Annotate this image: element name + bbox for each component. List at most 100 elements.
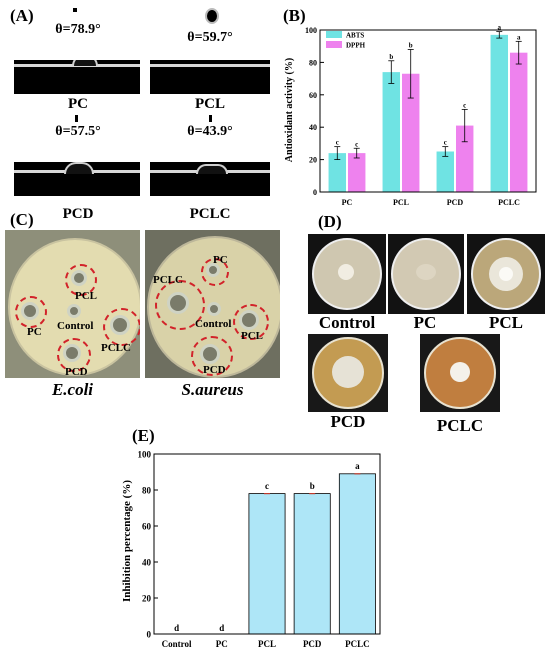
plate-label: Control [318,313,376,332]
bar [293,493,331,635]
dish-label: PCL [241,330,263,342]
bar [382,72,400,192]
sample-label: PC [68,96,88,112]
dish-label: PC [213,254,228,266]
legend-label: DPPH [346,42,366,50]
sample-label: PCD [62,206,94,222]
significance-letter: c [336,139,339,147]
droplet-marker [73,8,77,12]
bar [510,52,528,193]
droplet-image-pcd [14,162,140,196]
legend-swatch [326,41,342,48]
bar [248,493,286,635]
plate-label: PCLC [436,416,484,435]
significance-letter: d [174,623,179,633]
x-tick-label: PC [216,639,228,649]
panel-d-label: (D) [318,212,342,231]
bacteria-label-saureus: S.aureus [181,380,244,399]
inhibition-zone [233,304,269,340]
sample-well [63,344,81,362]
fungal-plate-pclc [420,334,500,412]
fungal-plate-pcl [467,234,545,314]
sample-well [239,310,259,330]
sample-well [206,263,220,277]
panel-a-label: (A) [10,6,34,25]
contact-angle-value: θ=43.9° [187,124,233,139]
sample-label: PCL [195,96,225,112]
y-tick-label: 60 [309,91,317,100]
panel-c-label: (C) [10,210,34,229]
contact-angle-value: θ=57.5° [55,124,101,139]
sample-well [110,315,130,335]
sample-well [67,304,81,318]
inhibition-zone [155,280,205,330]
plot-frame [153,453,381,635]
dish-label: PCD [203,364,226,376]
significance-letter: a [498,24,502,32]
y-axis-label: Inhibition percentage (%) [121,480,133,602]
droplet [72,60,98,66]
y-tick-label: 20 [309,156,317,165]
bar [456,125,474,192]
y-tick-label: 20 [142,594,152,604]
plate-label: PC [413,313,437,332]
inhibition-zone [103,308,140,346]
droplet-image-pclc [150,162,270,196]
plate-label: PCD [330,412,366,431]
x-tick-label: PCLC [498,198,520,207]
x-tick-label: PCD [303,639,322,649]
bar [348,153,366,192]
dish-label: Control [57,320,94,332]
bar [338,473,376,635]
inhibition-zone [201,258,229,286]
sample-well [207,302,221,316]
panel-e-label: (E) [132,426,155,445]
significance-letter: c [444,139,447,147]
inhibition-zone [15,296,47,328]
significance-letter: a [517,33,521,41]
plate-label: PCL [489,313,523,332]
sample-well [21,302,39,320]
x-tick-label: PC [342,198,353,207]
fungal-colony [338,264,354,280]
dish-label: Control [195,318,232,330]
bar [402,73,420,192]
fungal-plate-pc [388,234,464,314]
x-tick-label: PCL [393,198,409,207]
dish-label: PC [27,326,42,338]
significance-letter: b [389,53,393,61]
legend-swatch [326,31,342,38]
legend-label: ABTS [346,32,364,40]
y-tick-label: 100 [138,450,152,460]
significance-letter: c [355,140,358,148]
agar-plate [471,238,541,310]
panel-b-label: (B) [283,6,306,25]
fungal-colony-core [499,267,513,281]
y-tick-label: 60 [142,522,152,532]
sample-well [71,270,87,286]
dish-label: PCD [65,366,88,378]
fungal-plate-control [308,234,386,314]
contact-angle-value: θ=78.9° [55,22,101,37]
y-tick-label: 80 [142,486,152,496]
significance-letter: d [219,623,224,633]
plot-frame [319,29,537,193]
significance-letter: c [265,481,269,491]
saureus-dish-photo: PC PCLC Control PCL PCD [145,230,280,378]
fungal-colony [332,356,364,388]
y-axis-label: Antioxidant activity (%) [284,58,295,162]
fungal-plate-pcd [308,334,388,412]
bar [328,153,346,192]
divider-mark [75,115,78,122]
x-tick-label: PCL [258,639,276,649]
inhibition-zone [57,338,91,372]
y-tick-label: 0 [313,188,317,197]
fungal-colony [450,362,470,382]
bacteria-label-ecoli: E.coli [51,380,94,399]
bar [436,151,454,192]
contact-angle-value: θ=59.7° [187,30,233,45]
droplet-hanging [205,8,219,24]
inhibition-chart: Inhibition percentage (%) 0 20 40 60 80 100 Co… [121,450,381,649]
substrate-line [150,64,270,67]
sample-well [200,344,220,364]
